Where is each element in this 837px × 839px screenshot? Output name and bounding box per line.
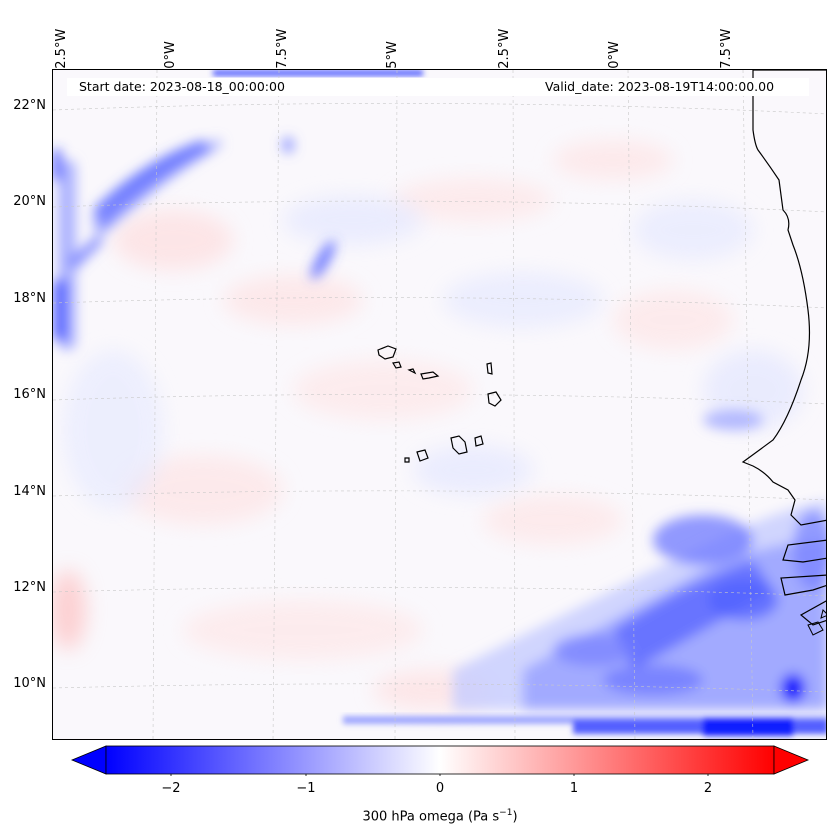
colorbar-label-exponent: −1	[499, 808, 513, 818]
colorbar-label-suffix: )	[512, 809, 518, 825]
positive-omega-patches	[53, 140, 733, 710]
negative-omega-patches	[63, 195, 803, 510]
colorbar-label-prefix: 300 hPa omega (Pa s	[362, 809, 500, 825]
colorbar-tick-0: 0	[435, 781, 445, 796]
lat-label-20n: 20°N	[13, 194, 46, 209]
top-edge-band	[213, 70, 423, 76]
lat-label-14n: 14°N	[13, 484, 46, 499]
colorbar-label: 300 hPa omega (Pa s−1)	[362, 808, 517, 824]
lat-label-18n: 18°N	[13, 291, 46, 306]
omega-field-map	[53, 70, 826, 739]
colorbar	[70, 745, 810, 776]
colorbar-tick-minus-1: −1	[296, 781, 316, 796]
colorbar-tick-2: 2	[703, 781, 713, 796]
africa-coastline	[741, 70, 826, 626]
colorbar-tick-marks	[170, 774, 709, 776]
cape-verde-islands	[377, 345, 502, 463]
colorbar-extend-left	[70, 745, 107, 775]
start-date-text: Start date: 2023-08-18_00:00:00	[79, 79, 285, 94]
lower-right-ascent-region	[453, 410, 826, 710]
map-panel: Start date: 2023-08-18_00:00:00 Valid_da…	[52, 69, 827, 740]
header-strip	[67, 78, 809, 96]
colorbar-body	[105, 745, 775, 775]
lat-label-22n: 22°N	[13, 98, 46, 113]
colorbar-tick-1: 1	[569, 781, 579, 796]
bissagos-islands	[807, 609, 826, 636]
lat-label-12n: 12°N	[13, 580, 46, 595]
colorbar-extend-right	[773, 745, 810, 775]
lat-label-16n: 16°N	[13, 387, 46, 402]
bottom-ascent-streak	[343, 716, 826, 736]
colorbar-tick-minus-2: −2	[161, 781, 181, 796]
graticule	[53, 70, 826, 739]
valid-date-text: Valid_date: 2023-08-19T14:00:00.00	[545, 79, 775, 94]
lat-label-10n: 10°N	[13, 676, 46, 691]
